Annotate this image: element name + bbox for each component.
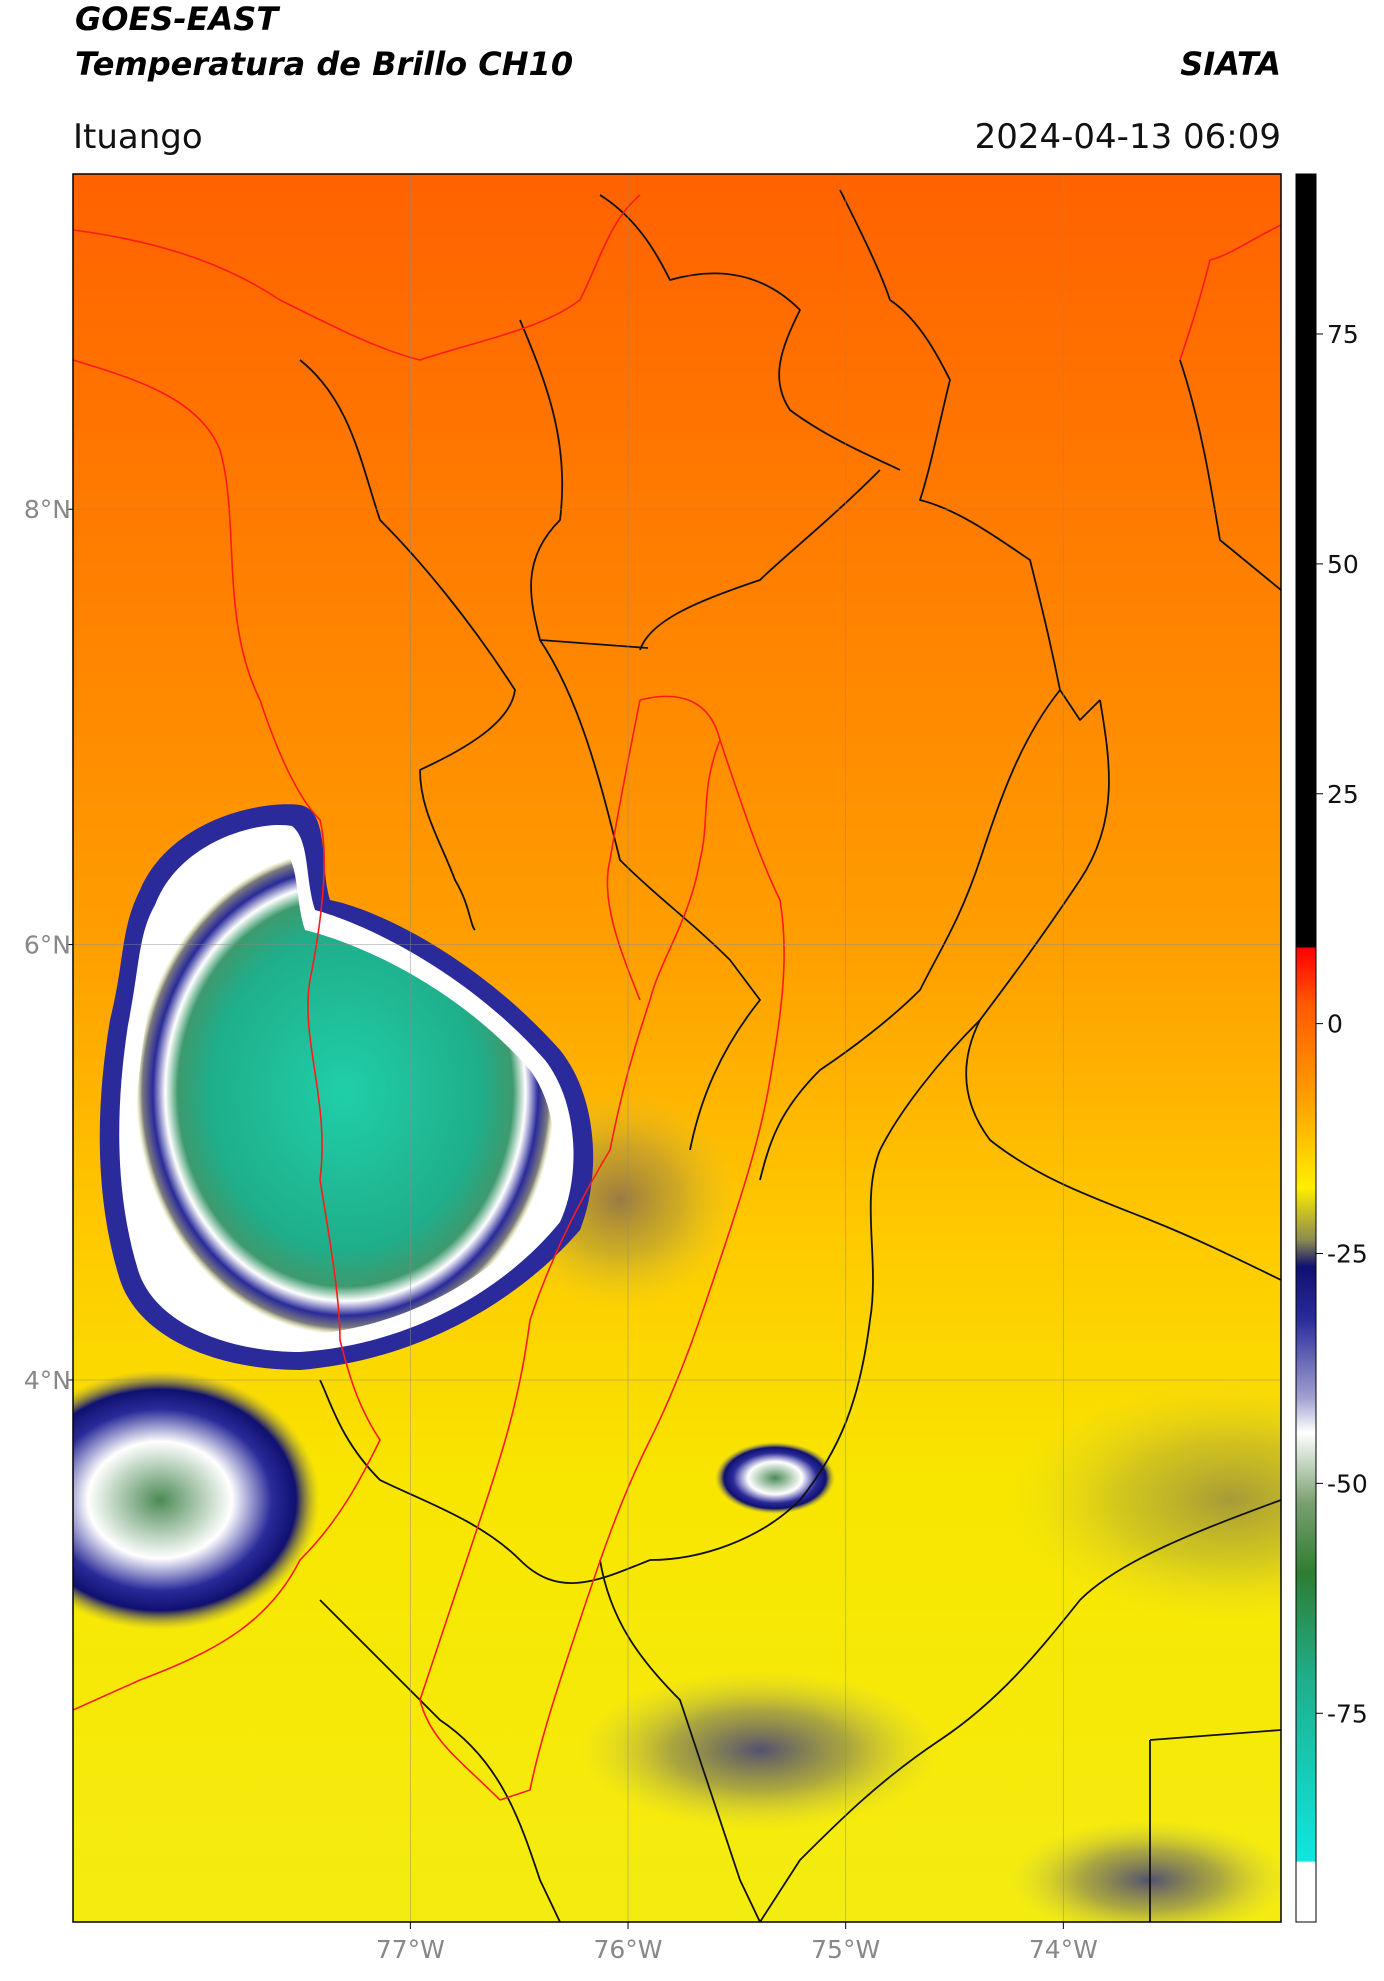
colorbar-tick-label: 50 bbox=[1327, 550, 1359, 579]
x-tick-label: 74°W bbox=[1029, 1935, 1098, 1964]
storm-core bbox=[135, 849, 555, 1335]
storm-cell bbox=[73, 1370, 320, 1630]
y-tick-label: 4°N bbox=[24, 1366, 71, 1395]
location: Ituango bbox=[73, 117, 203, 157]
y-tick-label: 6°N bbox=[24, 931, 71, 960]
x-tick-label: 76°W bbox=[594, 1935, 663, 1964]
grid bbox=[73, 174, 1281, 1922]
cloud-haze bbox=[1010, 1820, 1281, 1922]
x-tick-label: 77°W bbox=[376, 1935, 445, 1964]
map-image bbox=[73, 174, 1281, 1922]
cloud-haze bbox=[1010, 1380, 1281, 1620]
colorbar-tick-label: 0 bbox=[1327, 1010, 1343, 1039]
x-tick-label: 75°W bbox=[811, 1935, 880, 1964]
colorbar-tick-label: 25 bbox=[1327, 780, 1359, 809]
map-frame bbox=[72, 173, 1282, 1923]
title-line1: GOES-EAST bbox=[75, 0, 280, 38]
storm-cell bbox=[715, 1442, 835, 1514]
datetime: 2024-04-13 06:09 bbox=[975, 117, 1281, 157]
colorbar-tick-label: -75 bbox=[1327, 1699, 1368, 1728]
colorbar-tick-label: -25 bbox=[1327, 1240, 1368, 1269]
source: SIATA bbox=[1180, 45, 1281, 83]
colorbar bbox=[1295, 173, 1317, 1923]
colorbar-tick-label: 75 bbox=[1327, 320, 1359, 349]
y-tick-label: 8°N bbox=[24, 495, 71, 524]
colorbar-tick-label: -50 bbox=[1327, 1469, 1368, 1498]
title-line2: Temperatura de Brillo CH10 bbox=[75, 45, 573, 83]
cloud-haze bbox=[580, 1670, 940, 1830]
